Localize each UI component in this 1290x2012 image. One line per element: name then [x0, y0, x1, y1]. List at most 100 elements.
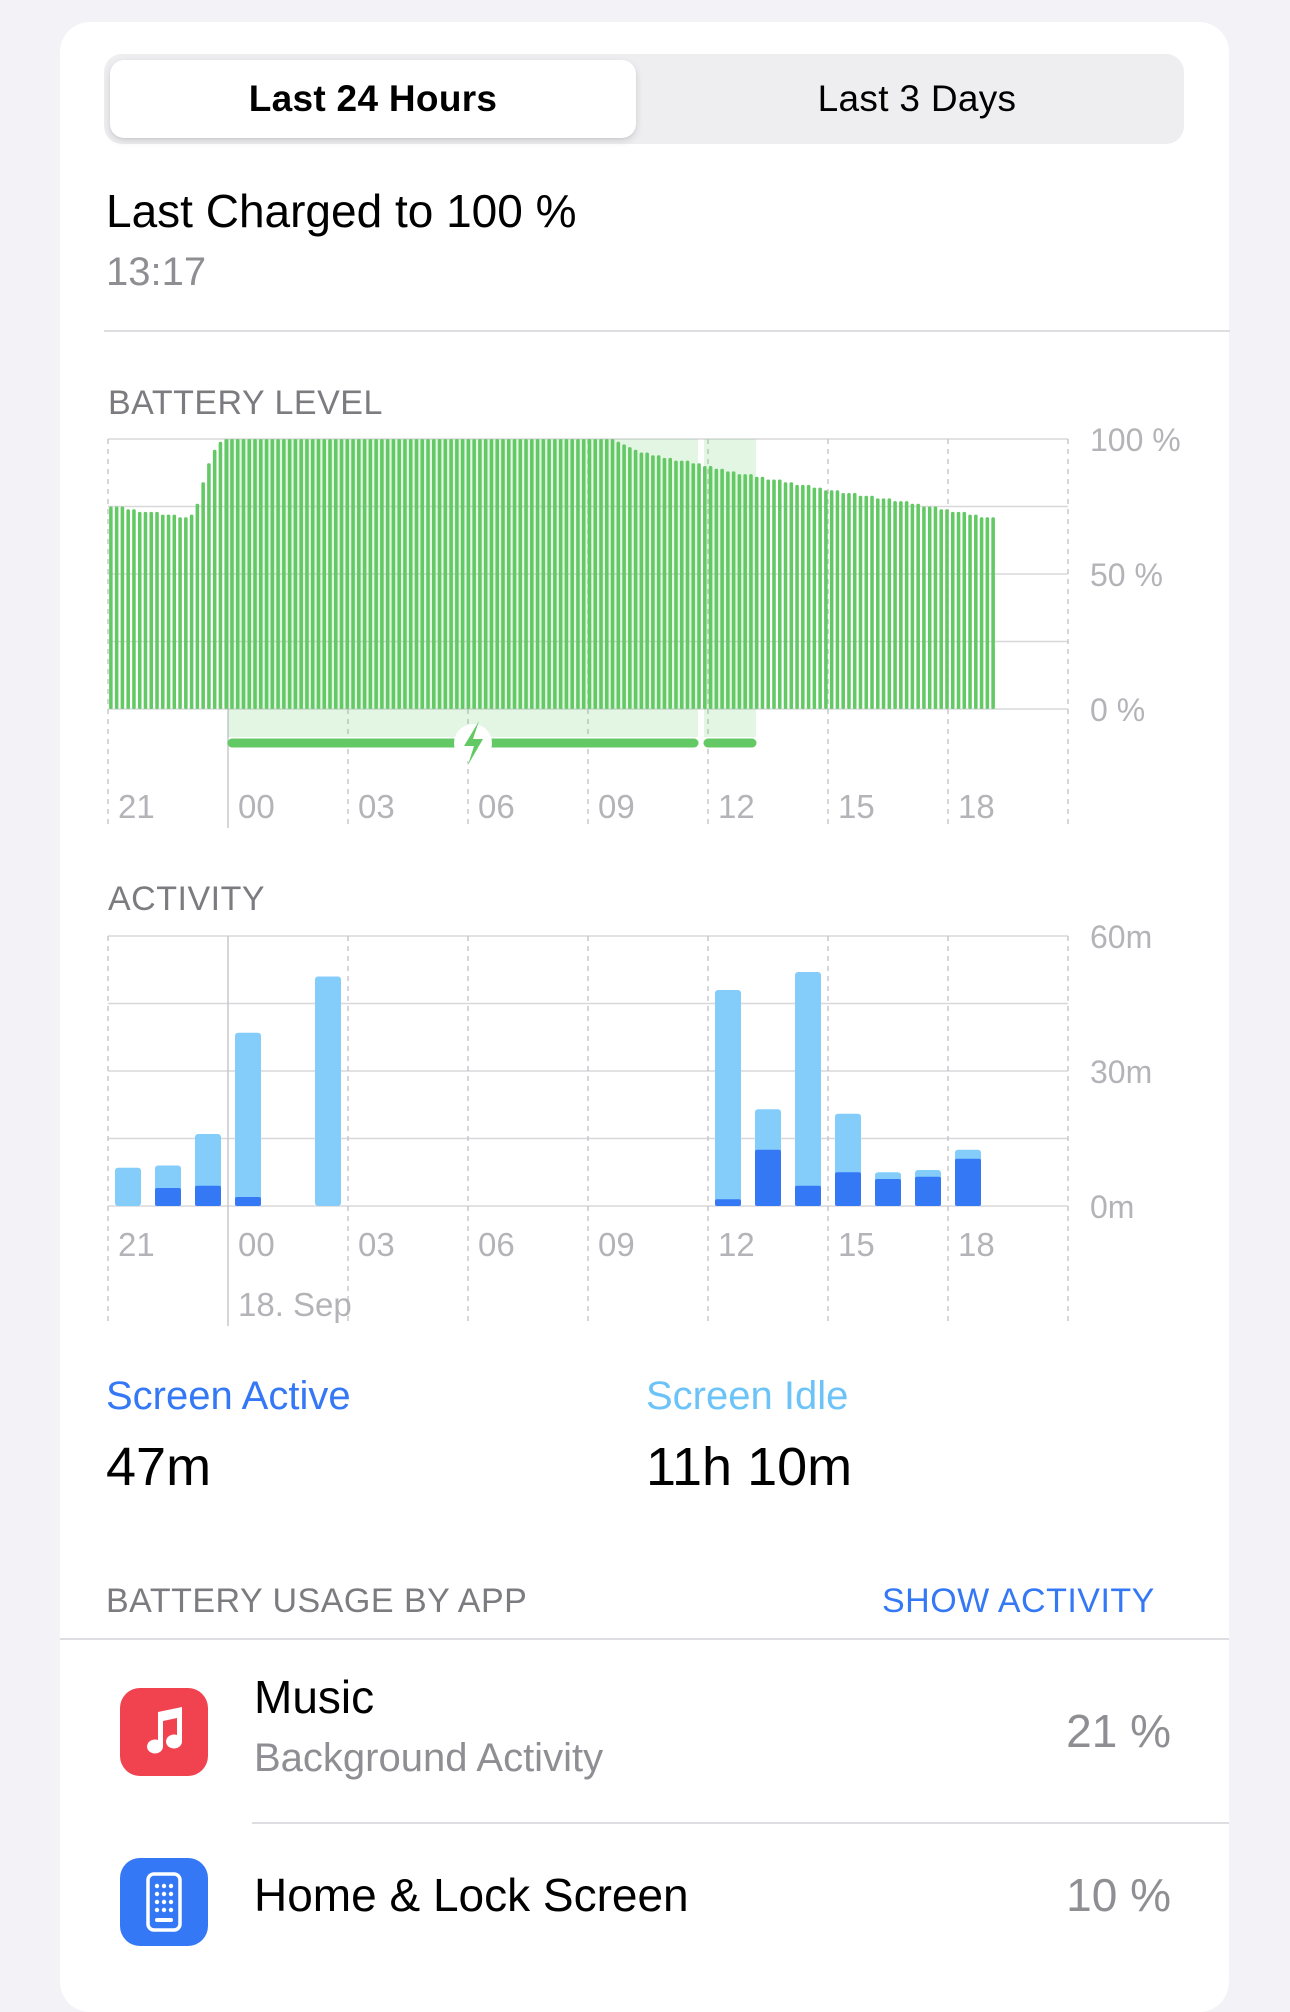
battery-bar: [731, 471, 736, 709]
battery-bar: [137, 511, 142, 709]
battery-bar: [160, 514, 165, 709]
battery-bar: [535, 439, 540, 709]
battery-bar: [691, 463, 696, 709]
app-percent: 21 %: [1066, 1705, 1171, 1757]
battery-bar: [230, 439, 234, 709]
battery-bar: [708, 466, 713, 709]
battery-bar: [328, 439, 332, 709]
battery-bar: [610, 439, 615, 709]
screen-active-bar: [795, 1185, 821, 1206]
x-tick-label: 21: [118, 1226, 155, 1263]
battery-bar: [604, 439, 609, 709]
screen-active-bar: [915, 1176, 941, 1206]
screen-idle-bar: [195, 1134, 221, 1190]
x-tick-label: 21: [118, 788, 155, 825]
battery-bar: [622, 444, 626, 709]
battery-bar: [368, 439, 373, 709]
battery-bar: [587, 439, 592, 709]
battery-bar: [777, 479, 782, 709]
battery-bar: [178, 517, 182, 709]
x-tick-label: 18: [958, 788, 995, 825]
x-tick-label: 12: [718, 1226, 755, 1263]
battery-bar: [414, 439, 419, 709]
battery-bar: [501, 439, 505, 709]
battery-bar: [570, 439, 574, 709]
battery-bar: [489, 439, 494, 709]
battery-bar: [645, 452, 649, 709]
battery-bar: [829, 490, 834, 709]
battery-bar: [455, 439, 459, 709]
battery-bar: [824, 490, 828, 709]
date-label: 18. Sep: [238, 1286, 352, 1323]
battery-bar: [201, 482, 205, 709]
battery-bar: [189, 514, 194, 709]
battery-bar: [432, 439, 436, 709]
y-tick-label: 100 %: [1090, 422, 1181, 458]
app-row-home-lock-screen[interactable]: Home & Lock Screen 10 %: [60, 1824, 1229, 1984]
battery-bar: [783, 482, 788, 709]
battery-bar: [945, 509, 949, 709]
battery-bar: [149, 511, 154, 709]
y-tick-label: 50 %: [1090, 557, 1163, 593]
screen-idle-value: 11h 10m: [646, 1437, 853, 1497]
battery-bar: [835, 490, 840, 709]
battery-bar: [339, 439, 344, 709]
tab-last-3-days[interactable]: Last 3 Days: [817, 78, 1017, 119]
x-tick-label: 09: [598, 1226, 635, 1263]
battery-bar: [668, 457, 672, 709]
battery-bar: [864, 495, 869, 709]
battery-bar: [564, 439, 569, 709]
battery-bar: [991, 517, 995, 709]
battery-bar: [812, 487, 817, 709]
app-row-music[interactable]: Music Background Activity 21 %: [60, 1640, 1229, 1820]
battery-usage-by-app-label: BATTERY USAGE BY APP: [106, 1582, 528, 1620]
x-tick-label: 00: [238, 1226, 275, 1263]
y-tick-label: 60m: [1090, 919, 1152, 955]
screen-active-bar: [835, 1172, 861, 1206]
battery-bar: [247, 439, 252, 709]
screen-idle-bar: [715, 990, 741, 1204]
battery-bar: [985, 517, 990, 709]
battery-bar: [962, 511, 967, 709]
battery-bar: [685, 460, 690, 709]
tab-last-24-hours[interactable]: Last 24 Hours: [110, 60, 636, 138]
battery-bar: [922, 506, 926, 709]
battery-bar: [184, 517, 188, 709]
battery-bar: [870, 495, 874, 709]
divider: [60, 1638, 1229, 1640]
show-activity-button[interactable]: SHOW ACTIVITY: [882, 1582, 1155, 1620]
battery-bar: [472, 439, 476, 709]
battery-bar: [437, 439, 442, 709]
battery-bar: [916, 503, 920, 709]
battery-bar: [322, 439, 327, 709]
battery-bar: [264, 439, 269, 709]
battery-bar: [847, 493, 851, 709]
battery-bar: [235, 439, 240, 709]
y-tick-label: 0 %: [1090, 692, 1145, 728]
battery-bar: [956, 511, 961, 709]
screen-active-bar: [715, 1199, 741, 1206]
x-tick-label: 15: [838, 1226, 875, 1263]
battery-bar: [109, 506, 113, 709]
battery-bar: [351, 439, 355, 709]
app-name: Home & Lock Screen: [254, 1869, 689, 1921]
battery-bar: [276, 439, 280, 709]
battery-bar: [380, 439, 384, 709]
battery-bar: [305, 439, 309, 709]
battery-bar: [132, 509, 136, 709]
battery-bar: [639, 452, 644, 709]
battery-bar: [968, 514, 972, 709]
battery-bar: [253, 439, 257, 709]
screen-idle-bar: [155, 1165, 181, 1192]
battery-bar: [714, 468, 719, 709]
battery-bar: [172, 514, 177, 709]
battery-bar: [224, 439, 228, 709]
battery-bar: [506, 439, 511, 709]
battery-bar: [789, 482, 794, 709]
battery-bar: [887, 498, 892, 709]
x-tick-label: 15: [838, 788, 875, 825]
battery-card: [60, 22, 1229, 2012]
screen-idle-bar: [115, 1167, 141, 1206]
battery-bar: [299, 439, 303, 709]
app-icon: [120, 1858, 208, 1946]
